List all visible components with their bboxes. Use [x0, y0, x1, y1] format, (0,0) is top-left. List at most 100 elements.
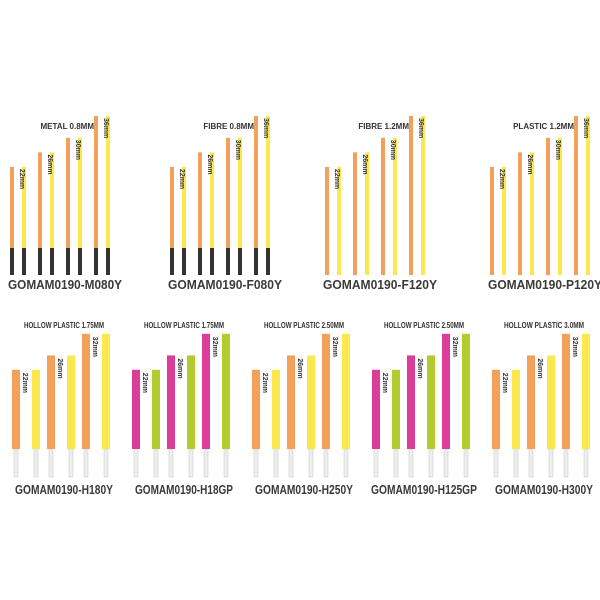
stem-yellow	[50, 152, 54, 275]
stem-yellow	[102, 333, 110, 449]
material-title: HOLLOW PLASTIC 2.50MM	[264, 321, 344, 330]
product-code: GOMAM0190-P120Y	[488, 277, 600, 292]
stem-base-black	[182, 248, 186, 275]
length-label: 32mm	[331, 337, 338, 357]
stem-wire	[583, 448, 589, 478]
stem-orange	[381, 137, 385, 275]
stem-base-black	[78, 248, 82, 275]
stem-base-black	[226, 248, 230, 275]
length-label: 22mm	[333, 169, 340, 189]
stem-wire	[343, 448, 349, 478]
product-panel: 22mm 26mm 30mm 36mm FIBRE 1.2MM GOMAM0190-F12…	[323, 115, 437, 292]
stem-wire	[513, 448, 519, 478]
stem-yellow	[530, 152, 534, 275]
stem-yellow	[106, 115, 110, 276]
stem-wire	[203, 448, 209, 478]
length-label: 32mm	[451, 337, 458, 357]
stem-wire	[168, 448, 174, 478]
length-label: 36mm	[417, 118, 424, 138]
stem-base-black	[238, 248, 242, 275]
product-panel: 22mm 26mm 30mm 36mm METAL 0.8MM GOMAM0190-M08…	[8, 115, 122, 292]
stem-green	[427, 355, 435, 449]
material-title: FIBRE 0.8MM	[203, 122, 254, 131]
product-code: GOMAM0190-H300Y	[495, 482, 593, 497]
stem-wire	[408, 448, 414, 478]
stem-wire	[153, 448, 159, 478]
material-title: HOLLOW PLASTIC 3.0MM	[504, 321, 584, 330]
stem-magenta	[407, 355, 415, 449]
stem-yellow	[272, 369, 280, 449]
stem-orange	[527, 355, 535, 449]
stem-yellow	[512, 369, 520, 449]
stem-wire	[223, 448, 229, 478]
stem-base-black	[254, 248, 258, 275]
stem-orange	[226, 137, 230, 275]
stem-base-black	[198, 248, 202, 275]
stem-wire	[428, 448, 434, 478]
stem-wire	[393, 448, 399, 478]
stem-orange	[574, 115, 578, 276]
stem-green	[222, 333, 230, 449]
stem-orange	[10, 166, 14, 275]
stem-wire	[253, 448, 259, 478]
material-title: HOLLOW PLASTIC 1.75MM	[144, 321, 224, 330]
stem-orange	[254, 115, 258, 276]
stem-yellow	[558, 137, 562, 275]
stem-magenta	[442, 333, 450, 449]
stem-yellow	[337, 166, 341, 275]
length-label: 26mm	[526, 154, 533, 174]
material-title: METAL 0.8MM	[41, 122, 95, 131]
product-code: GOMAM0190-F080Y	[168, 277, 282, 292]
product-panel: 22mm 26mm 32mm HOLLOW PLASTIC 1.75MM GOMAM01…	[132, 321, 233, 497]
stem-wire	[528, 448, 534, 478]
stem-wire	[273, 448, 279, 478]
length-label: 26mm	[56, 358, 63, 378]
stem-yellow	[182, 166, 186, 275]
product-panel: 22mm 26mm 32mm HOLLOW PLASTIC 3.0MM GOMAM019…	[492, 321, 593, 497]
length-label: 36mm	[582, 118, 589, 138]
stem-orange	[82, 333, 90, 449]
stem-green	[462, 333, 470, 449]
length-label: 22mm	[21, 373, 28, 393]
stem-green	[392, 369, 400, 449]
stem-base-black	[10, 248, 14, 275]
stem-orange	[38, 152, 42, 275]
stem-orange	[492, 369, 500, 449]
stem-wire	[13, 448, 19, 478]
stem-yellow	[421, 115, 425, 276]
length-label: 26mm	[176, 358, 183, 378]
length-label: 22mm	[501, 373, 508, 393]
stem-base-black	[22, 248, 26, 275]
stem-yellow	[238, 137, 242, 275]
stem-green	[187, 355, 195, 449]
stem-wire	[308, 448, 314, 478]
stem-orange	[287, 355, 295, 449]
stem-magenta	[132, 369, 140, 449]
length-label: 26mm	[206, 154, 213, 174]
material-title: FIBRE 1.2MM	[358, 122, 409, 131]
stem-base-black	[38, 248, 42, 275]
product-code: GOMAM0190-H18GP	[135, 482, 233, 497]
stem-base-black	[210, 248, 214, 275]
stem-wire	[83, 448, 89, 478]
stem-base-black	[94, 248, 98, 275]
length-label: 26mm	[361, 154, 368, 174]
stem-orange	[518, 152, 522, 275]
stem-magenta	[372, 369, 380, 449]
stem-wire	[103, 448, 109, 478]
product-panel: 22mm 26mm 30mm 36mm FIBRE 0.8MM GOMAM0190-F08…	[168, 115, 282, 292]
length-label: 36mm	[262, 118, 269, 138]
stem-wire	[563, 448, 569, 478]
product-code: GOMAM0190-H180Y	[15, 482, 113, 497]
stem-yellow	[547, 355, 555, 449]
stem-yellow	[22, 166, 26, 275]
stem-orange	[252, 369, 260, 449]
length-label: 22mm	[261, 373, 268, 393]
stem-orange	[198, 152, 202, 275]
stem-yellow	[67, 355, 75, 449]
product-panel: 22mm 26mm 32mm HOLLOW PLASTIC 2.50MM GOMAM01…	[252, 321, 353, 497]
length-label: 32mm	[211, 337, 218, 357]
stem-wire	[48, 448, 54, 478]
stem-wire	[373, 448, 379, 478]
length-label: 26mm	[46, 154, 53, 174]
